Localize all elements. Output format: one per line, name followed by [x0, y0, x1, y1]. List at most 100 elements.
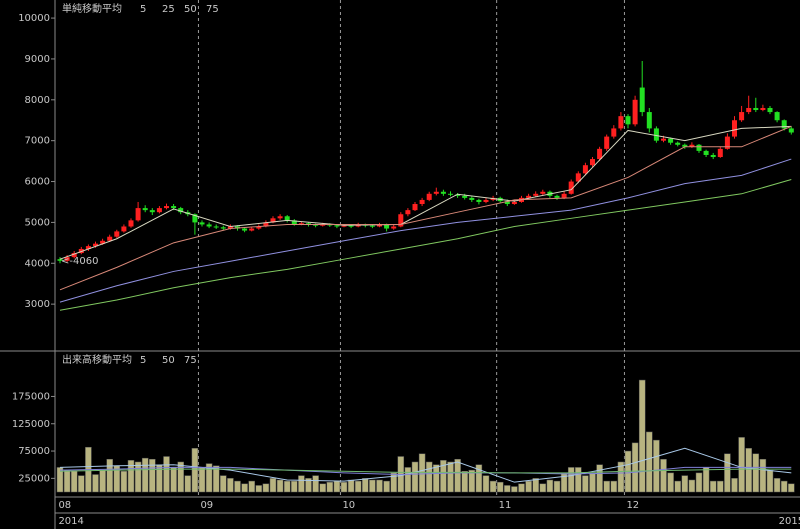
- volume-bar: [631, 442, 639, 493]
- candle-body: [682, 144, 688, 147]
- moving-average: [59, 466, 792, 476]
- volume-bar: [220, 475, 227, 493]
- volume-bar: [376, 479, 383, 493]
- candle-body: [298, 223, 304, 225]
- candle-body: [213, 226, 219, 228]
- candle-body: [192, 214, 198, 223]
- volume-bar: [553, 480, 561, 493]
- moving-average: [59, 468, 792, 474]
- candle-body: [100, 240, 106, 244]
- volume-bar: [141, 457, 149, 493]
- volume-bar: [610, 480, 618, 493]
- candle-body: [419, 199, 425, 205]
- candle-body: [164, 206, 169, 209]
- candle-body: [334, 225, 340, 227]
- y-tick-label: 6000: [25, 177, 50, 188]
- volume-bar: [63, 469, 71, 493]
- candle-body: [178, 208, 184, 213]
- volume-bar: [738, 437, 745, 493]
- volume-bar: [468, 469, 476, 493]
- candle-body: [732, 120, 737, 137]
- candle-body: [85, 246, 91, 249]
- volume-bar: [567, 467, 575, 493]
- candle-body: [227, 226, 233, 229]
- volume-bar: [709, 480, 717, 493]
- candle-body: [369, 225, 375, 227]
- candle-body: [611, 128, 617, 137]
- candle-body: [128, 220, 134, 227]
- volume-bar: [234, 480, 241, 493]
- candle-body: [554, 195, 560, 198]
- candle-body: [391, 226, 397, 229]
- volume-bar: [539, 483, 547, 493]
- candle-body: [717, 148, 723, 158]
- y-tick-label: 7000: [25, 136, 50, 147]
- candle-body: [57, 259, 63, 261]
- volume-bar: [731, 478, 738, 493]
- candle-body: [256, 226, 262, 229]
- volume-bar: [660, 458, 667, 493]
- candle-body: [171, 206, 177, 209]
- volume-bar: [603, 480, 610, 493]
- candle-body: [653, 128, 659, 141]
- legend-entry: 25: [162, 4, 175, 15]
- legend-entry: 5: [140, 4, 146, 15]
- volume-bar: [752, 453, 760, 493]
- volume-bar: [354, 480, 362, 493]
- volume-bar: [674, 480, 681, 493]
- candle-body: [618, 116, 624, 129]
- candle-body: [774, 112, 780, 121]
- x-tick-label: 12: [626, 500, 639, 511]
- candle-body: [568, 181, 574, 194]
- candle-body: [526, 195, 532, 198]
- volume-bar: [369, 479, 376, 493]
- volume-bar: [127, 460, 135, 493]
- candle-body: [625, 116, 631, 125]
- candle-body: [284, 216, 290, 221]
- legend-title: 単純移動平均: [62, 2, 122, 15]
- volume-bar: [340, 481, 348, 493]
- volume-bar: [475, 464, 483, 493]
- volume-bar: [688, 479, 696, 493]
- volume-bar: [780, 480, 788, 493]
- candle-body: [405, 210, 411, 215]
- volume-bar: [638, 379, 646, 493]
- volume-bar: [198, 467, 206, 493]
- volume-bar: [191, 448, 199, 493]
- volume-bar: [184, 475, 192, 493]
- candle-body: [235, 226, 240, 229]
- volume-bar: [134, 461, 142, 493]
- volume-bar: [227, 478, 234, 493]
- volume-bar: [106, 458, 113, 493]
- candle-body: [469, 197, 475, 200]
- candle-body: [597, 148, 603, 160]
- candle-body: [249, 228, 255, 231]
- volume-bar: [418, 453, 426, 493]
- candle-body: [582, 165, 588, 174]
- volume-bar: [596, 464, 603, 493]
- candle-body: [156, 208, 162, 213]
- volume-bar: [681, 475, 689, 493]
- candle-body: [149, 210, 155, 213]
- volume-bar: [205, 463, 213, 493]
- volume-bar: [773, 478, 781, 493]
- volume-bar: [518, 483, 525, 493]
- candle-body: [448, 193, 453, 195]
- volume-bar: [589, 472, 596, 493]
- volume-bar: [312, 475, 319, 493]
- volume-bar: [305, 478, 312, 493]
- volume-bar: [447, 461, 454, 493]
- candle-body: [540, 191, 546, 194]
- candle-body: [462, 195, 468, 198]
- candle-body: [604, 136, 610, 149]
- candle-body: [412, 204, 418, 211]
- volume-bar: [724, 453, 731, 493]
- candle-body: [760, 107, 766, 111]
- candle-body: [476, 199, 482, 202]
- candle-body: [142, 208, 148, 211]
- candle-body: [341, 225, 347, 227]
- volume-bar: [283, 480, 291, 493]
- volume-bar: [262, 483, 270, 493]
- candle-body: [199, 222, 205, 225]
